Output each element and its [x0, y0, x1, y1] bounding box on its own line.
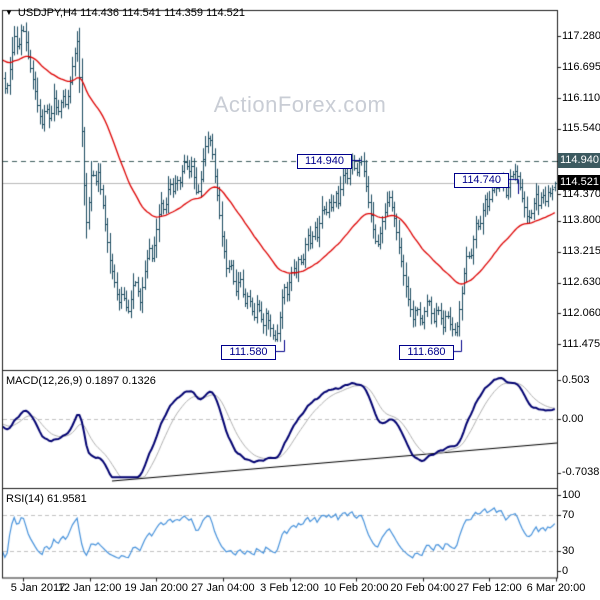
time-axis-label: 19 Jan 20:00: [124, 582, 189, 594]
macd-indicator-label: MACD(12,26,9) 0.1897 0.1326: [6, 375, 156, 387]
macd-axis-label: 0.00: [562, 412, 584, 425]
time-axis-label: 10 Feb 20:00: [323, 582, 389, 594]
time-axis-label: 20 Feb 04:00: [390, 582, 456, 594]
current-price-tag: 114.521: [558, 175, 600, 190]
price-axis-label: 115.540: [562, 122, 600, 135]
rsi-axis-label: 0: [562, 564, 569, 577]
time-axis-label: 27 Feb 12:00: [456, 582, 522, 594]
time-axis-label: 12 Jan 12:00: [57, 582, 122, 594]
symbol-dropdown-icon[interactable]: ▼: [5, 8, 13, 17]
time-axis-label: 6 Mar 20:00: [526, 582, 586, 594]
price-annotation-swing-low-2: 111.680: [399, 345, 454, 360]
price-axis-label: 116.695: [562, 60, 600, 73]
rsi-axis-label: 70: [562, 508, 575, 521]
rsi-axis-label: 100: [562, 488, 581, 501]
time-axis-label: 5 Jan 2017: [10, 582, 66, 594]
price-annotation-swing-high: 114.740: [454, 173, 509, 188]
macd-axis-label: -0.7038: [562, 466, 600, 479]
price-axis-label: 113.800: [562, 214, 600, 227]
chart-title-bar: ▼ USDJPY,H4 114.436 114.541 114.359 114.5…: [5, 7, 245, 19]
price-axis-label: 111.475: [562, 337, 600, 350]
price-axis-label: 114.370: [562, 187, 600, 200]
time-axis-label: 27 Jan 04:00: [191, 582, 255, 594]
price-axis-label: 112.060: [562, 306, 600, 319]
price-annotation-swing-low-1: 111.580: [221, 345, 276, 360]
price-annotation-resistance: 114.940: [297, 154, 352, 169]
chart-symbol-title: USDJPY,H4 114.436 114.541 114.359 114.52…: [17, 7, 246, 19]
price-axis-label: 113.215: [562, 245, 600, 258]
price-axis-label: 112.630: [562, 276, 600, 289]
macd-axis-label: 0.503: [562, 373, 590, 386]
resistance-price-tag: 114.940: [558, 153, 600, 168]
time-axis-label: 3 Feb 12:00: [260, 582, 319, 594]
rsi-axis-label: 30: [562, 544, 575, 557]
rsi-indicator-label: RSI(14) 61.9581: [6, 493, 87, 505]
price-axis-label: 116.110: [562, 91, 600, 104]
price-axis-label: 117.280: [562, 29, 600, 42]
